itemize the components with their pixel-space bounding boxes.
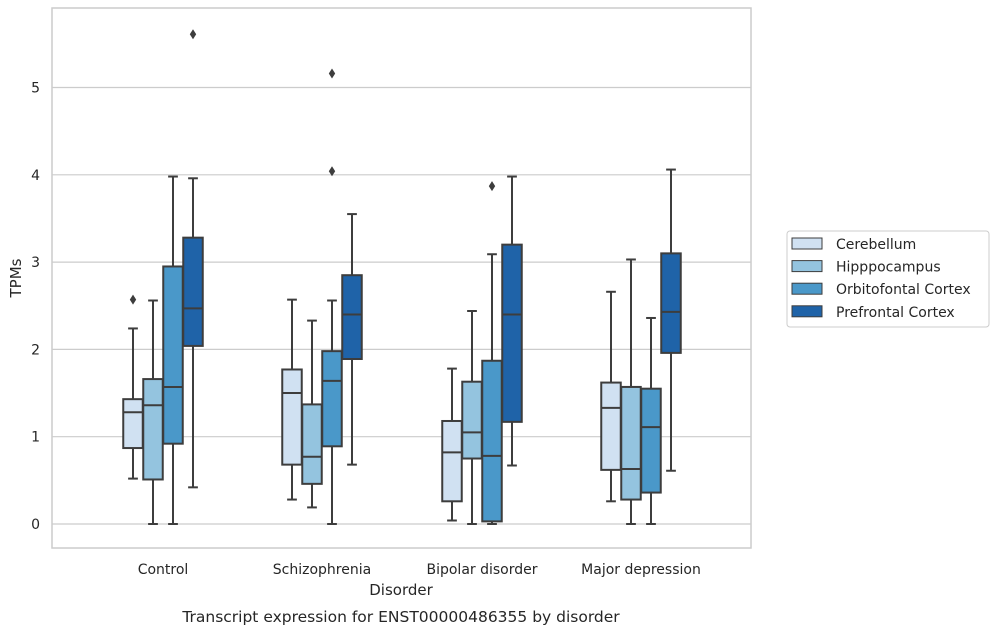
- outlier-point: [129, 294, 137, 305]
- iqr-box: [281, 368, 303, 466]
- box-plots: [122, 29, 682, 525]
- iqr-box: [321, 350, 343, 448]
- legend-label: Orbitofontal Cortex: [836, 282, 971, 298]
- box-orbitofontal-cortex: [481, 181, 503, 525]
- box-prefrontal-cortex: [182, 29, 204, 489]
- legend: Cerebellum Hipppocampus Orbitofontal Corte…: [786, 230, 990, 328]
- box-prefrontal-cortex: [660, 168, 682, 472]
- outlier-point: [328, 68, 336, 79]
- y-axis-label: TPMs: [7, 258, 25, 298]
- y-tick-labels: 0 1 2 3 4 5: [31, 81, 40, 534]
- iqr-box: [142, 378, 164, 481]
- outlier-point: [488, 181, 496, 192]
- x-tick-label: Bipolar disorder: [426, 562, 537, 578]
- iqr-box: [182, 236, 204, 347]
- iqr-box: [600, 381, 622, 471]
- x-tick-label: Schizophrenia: [273, 562, 371, 578]
- box-cerebellum: [441, 367, 463, 522]
- iqr-box: [301, 403, 323, 485]
- y-tick-label: 4: [31, 168, 40, 184]
- iqr-box: [122, 398, 144, 450]
- legend-swatch: [791, 237, 823, 250]
- box-hipppocampus: [620, 258, 642, 525]
- box-prefrontal-cortex: [501, 175, 523, 467]
- legend-swatch: [791, 305, 823, 318]
- figure-caption: Transcript expression for ENST0000048635…: [181, 608, 620, 626]
- iqr-box: [162, 265, 184, 445]
- box-prefrontal-cortex: [341, 213, 363, 466]
- iqr-box: [640, 387, 662, 494]
- legend-swatch: [791, 260, 823, 273]
- legend-frame: [786, 230, 990, 328]
- iqr-box: [481, 359, 503, 523]
- box-orbitofontal-cortex: [640, 316, 662, 525]
- box-orbitofontal-cortex: [162, 175, 184, 525]
- y-tick-label: 2: [31, 342, 40, 358]
- outlier-point: [328, 166, 336, 177]
- iqr-box: [441, 419, 463, 503]
- legend-label: Prefrontal Cortex: [836, 305, 955, 321]
- iqr-box: [461, 380, 483, 460]
- x-axis-label: Disorder: [369, 581, 433, 599]
- iqr-box: [341, 274, 363, 361]
- y-tick-label: 0: [31, 517, 40, 533]
- box-orbitofontal-cortex: [321, 68, 343, 525]
- iqr-box: [660, 252, 682, 354]
- legend-swatch: [791, 282, 823, 295]
- y-tick-label: 1: [31, 430, 40, 446]
- y-tick-label: 3: [31, 255, 40, 271]
- iqr-box: [620, 385, 642, 501]
- x-tick-label: Major depression: [581, 562, 701, 578]
- x-tick-label: Control: [138, 562, 189, 578]
- iqr-box: [501, 243, 523, 423]
- legend-label: Hipppocampus: [836, 260, 941, 276]
- y-tick-label: 5: [31, 81, 40, 97]
- box-hipppocampus: [142, 299, 164, 525]
- x-tick-labels: Control Schizophrenia Bipolar disorder Majo…: [138, 562, 701, 578]
- outlier-point: [189, 29, 197, 40]
- legend-label: Cerebellum: [836, 237, 916, 253]
